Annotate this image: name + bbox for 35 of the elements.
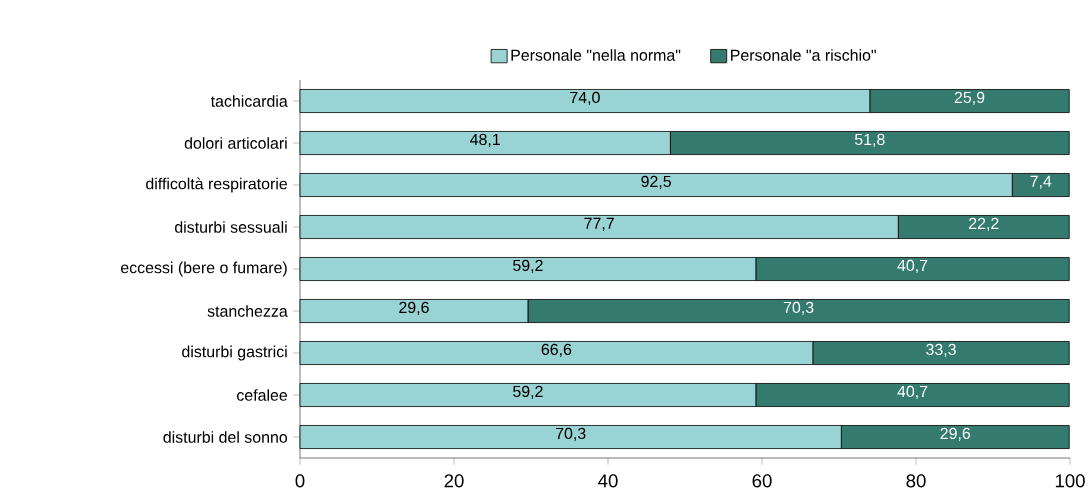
- data-label: 48,1: [470, 133, 500, 147]
- y-tick-label: eccessi (bere o fumare): [120, 261, 287, 277]
- y-tick-label: difficoltà respiratorie: [146, 177, 287, 193]
- data-label: 66,6: [541, 343, 572, 357]
- x-tick-label: 0: [295, 474, 305, 488]
- data-label: 33,3: [926, 343, 956, 357]
- data-label: 40,7: [897, 259, 928, 273]
- y-tick-label: dolori articolari: [184, 137, 287, 149]
- data-label: 40,7: [897, 385, 928, 399]
- data-label: 59,2: [513, 259, 543, 273]
- y-tick-label: stanchezza: [207, 305, 288, 317]
- y-tick-label: disturbi sessuali: [175, 221, 287, 233]
- legend-label: Personale "nella norma": [511, 49, 681, 61]
- data-label: 22,2: [969, 217, 999, 231]
- x-tick-label: 20: [444, 474, 464, 488]
- data-label: 51,8: [854, 133, 885, 147]
- data-label: 74,0: [570, 91, 600, 105]
- data-label: 25,9: [954, 91, 985, 105]
- data-label: 59,2: [513, 385, 543, 399]
- x-tick-label: 80: [906, 474, 926, 488]
- y-tick-label: disturbi del sonno: [163, 431, 288, 443]
- y-tick-label: disturbi gastrici: [182, 345, 287, 361]
- y-tick-label: cefalee: [237, 389, 288, 401]
- x-tick-label: 40: [598, 474, 618, 488]
- data-label: 92,5: [641, 175, 671, 189]
- data-label: 29,6: [399, 301, 429, 315]
- data-label: 77,7: [584, 217, 614, 231]
- x-tick-label: 60: [752, 474, 772, 488]
- legend-label: Personale "a rischio": [731, 49, 876, 61]
- data-label: 70,3: [783, 301, 814, 315]
- y-tick-label: tachicardia: [210, 95, 288, 107]
- x-tick-label: 100: [1055, 474, 1085, 488]
- data-label: 70,3: [555, 427, 586, 441]
- data-label: 7,4: [1030, 175, 1052, 189]
- data-label: 29,6: [940, 427, 971, 441]
